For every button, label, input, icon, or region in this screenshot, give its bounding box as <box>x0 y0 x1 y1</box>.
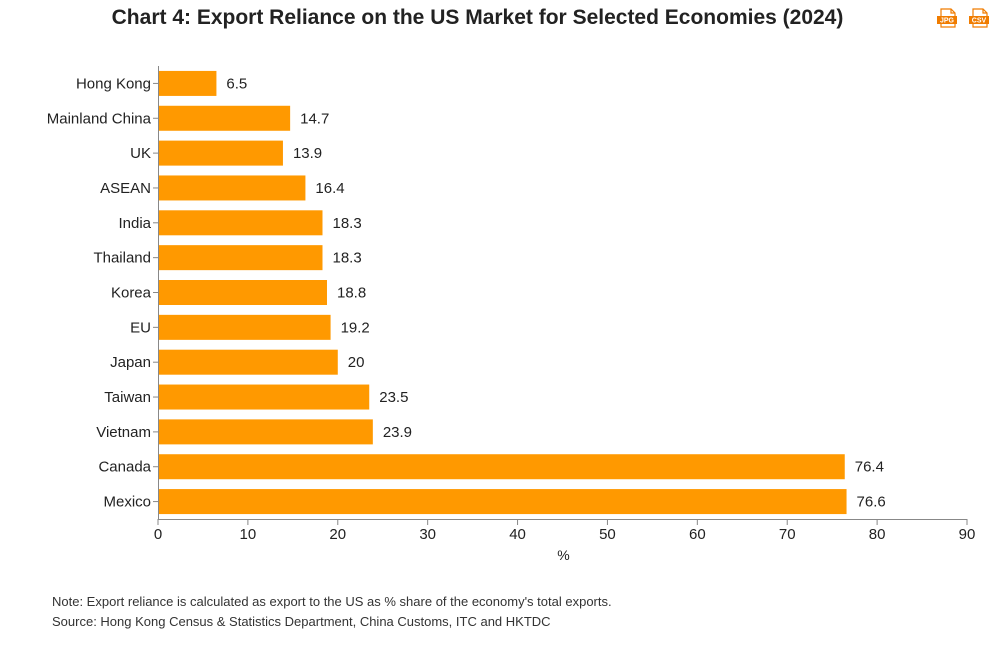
category-label: EU <box>130 319 151 336</box>
bar-chart: Hong Kong 6.5 Mainland China 14.7 UK 13.9 ASEA… <box>47 66 976 563</box>
chart-notes: Note: Export reliance is calculated as e… <box>52 592 612 632</box>
bar <box>159 384 370 410</box>
download-jpg-button[interactable]: JPG <box>936 8 960 28</box>
bar <box>159 140 283 166</box>
category-label: Vietnam <box>96 424 151 441</box>
note-text: Note: Export reliance is calculated as e… <box>52 594 612 609</box>
data-label: 16.4 <box>315 180 344 197</box>
data-label: 76.6 <box>857 494 886 511</box>
data-label: 14.7 <box>300 110 329 127</box>
category-label: Mexico <box>103 494 151 511</box>
x-tick-label: 50 <box>599 526 616 543</box>
x-tick-label: 80 <box>869 526 886 543</box>
data-label: 6.5 <box>226 75 247 92</box>
chart-title: Chart 4: Export Reliance on the US Marke… <box>111 6 844 29</box>
category-label: ASEAN <box>100 180 151 197</box>
download-csv-button[interactable]: CSV <box>968 8 992 28</box>
bar <box>159 210 323 236</box>
category-label: Korea <box>111 285 152 302</box>
x-tick-label: 20 <box>329 526 346 543</box>
x-axis-label: % <box>557 547 569 563</box>
category-label: India <box>118 215 151 232</box>
x-tick-label: 0 <box>154 526 162 543</box>
jpg-label: JPG <box>940 18 955 25</box>
data-label: 18.3 <box>332 250 361 267</box>
data-label: 19.2 <box>341 319 370 336</box>
x-tick-label: 70 <box>779 526 796 543</box>
bar <box>159 280 327 305</box>
bar <box>159 489 847 515</box>
bar <box>159 245 323 271</box>
category-label: Canada <box>98 459 151 476</box>
bar <box>159 314 331 340</box>
category-label: Taiwan <box>104 389 151 406</box>
csv-label: CSV <box>972 18 987 25</box>
category-label: UK <box>130 145 151 162</box>
data-label: 18.8 <box>337 285 366 302</box>
x-tick-label: 10 <box>240 526 257 543</box>
bar <box>159 70 217 96</box>
data-label: 23.9 <box>383 424 412 441</box>
category-label: Thailand <box>93 250 151 267</box>
csv-file-icon: CSV <box>969 8 989 28</box>
data-label: 76.4 <box>855 459 884 476</box>
bar <box>159 175 306 201</box>
data-label: 23.5 <box>379 389 408 406</box>
data-label: 18.3 <box>332 215 361 232</box>
x-tick-label: 40 <box>509 526 526 543</box>
bar <box>159 454 845 480</box>
x-tick-label: 60 <box>689 526 706 543</box>
bar <box>159 419 373 445</box>
data-label: 20 <box>348 354 365 371</box>
data-label: 13.9 <box>293 145 322 162</box>
bar <box>159 349 338 375</box>
category-label: Mainland China <box>47 110 152 127</box>
x-tick-label: 90 <box>959 526 976 543</box>
x-tick-label: 30 <box>419 526 436 543</box>
category-label: Hong Kong <box>76 75 151 92</box>
source-text: Source: Hong Kong Census & Statistics De… <box>52 614 551 629</box>
category-label: Japan <box>110 354 151 371</box>
jpg-file-icon: JPG <box>937 8 957 28</box>
bar <box>159 105 291 131</box>
